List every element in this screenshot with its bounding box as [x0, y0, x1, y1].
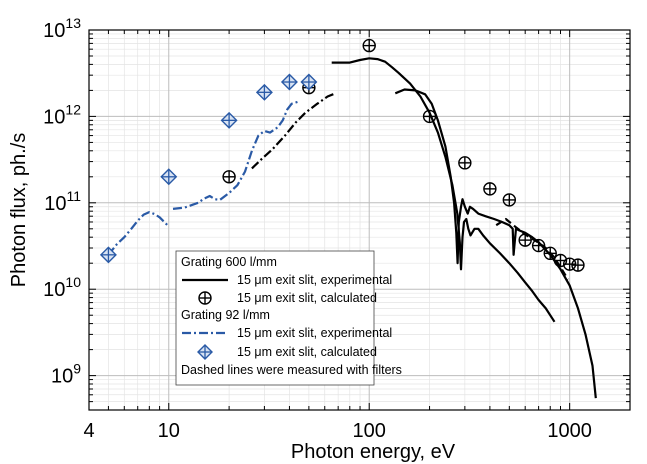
x-tick-labels: 4 10 100 1000	[83, 420, 591, 442]
calculated-point-circle	[222, 170, 236, 184]
calculated-point-circle	[518, 233, 532, 247]
legend-box	[175, 250, 375, 386]
series-line-0	[107, 211, 170, 256]
calculated-point-circle	[562, 257, 577, 271]
calculated-point-circle	[362, 38, 376, 53]
calculated-point-diamond	[300, 73, 318, 91]
legend-label-600-calculated: 15 μm exit slit, calculated	[237, 291, 377, 305]
calculated-point-diamond	[255, 83, 273, 101]
legend-label-92-experimental: 15 μm exit slit, experimental	[237, 326, 392, 340]
legend-header-92: Grating 92 l/mm	[181, 308, 270, 322]
calculated-point-diamond	[280, 73, 298, 91]
legend-label-600-experimental: 15 μm exit slit, experimental	[237, 273, 392, 287]
x-tick-label: 4	[83, 420, 94, 442]
calculated-point-circle	[571, 258, 585, 272]
calculated-point-circle	[422, 109, 437, 124]
calculated-point-circle	[483, 182, 497, 196]
y-tick-label: 109	[51, 361, 81, 388]
legend: Grating 600 l/mm 15 μm exit slit, experi…	[175, 250, 402, 386]
calculated-point-diamond	[99, 246, 117, 264]
legend-note-filters: Dashed lines were measured with filters	[181, 363, 402, 377]
x-tick-label: 10	[158, 420, 180, 442]
legend-marker-600-calculated	[198, 291, 212, 305]
y-tick-labels: 109 1010 1011 1012 1013	[43, 15, 81, 388]
x-axis-title: Photon energy, eV	[291, 441, 456, 463]
x-tick-label: 1000	[547, 420, 592, 442]
calculated-point-circle	[458, 156, 472, 170]
legend-label-92-calculated: 15 μm exit slit, calculated	[237, 345, 377, 359]
y-tick-label: 1010	[43, 274, 81, 301]
axis-ticks	[88, 29, 631, 411]
y-tick-label: 1012	[43, 101, 81, 128]
series-line-3	[331, 57, 556, 323]
y-tick-label: 1011	[44, 188, 81, 215]
calculated-point-circle	[543, 246, 557, 261]
legend-header-600: Grating 600 l/mm	[181, 255, 277, 269]
y-axis-title: Photon flux, ph./s	[8, 133, 30, 288]
plot-frame	[88, 29, 631, 411]
series-line-5	[495, 217, 569, 280]
calculated-point-diamond	[160, 168, 178, 186]
marker-layer	[99, 38, 585, 272]
calculated-point-diamond	[220, 111, 238, 129]
y-tick-label: 1013	[43, 15, 81, 42]
series-line-1	[172, 100, 301, 210]
legend-marker-92-calculated	[197, 344, 213, 360]
calculated-point-circle	[531, 238, 546, 253]
calculated-point-circle	[502, 193, 517, 207]
x-tick-label: 100	[353, 420, 386, 442]
series-line-2	[251, 92, 337, 170]
